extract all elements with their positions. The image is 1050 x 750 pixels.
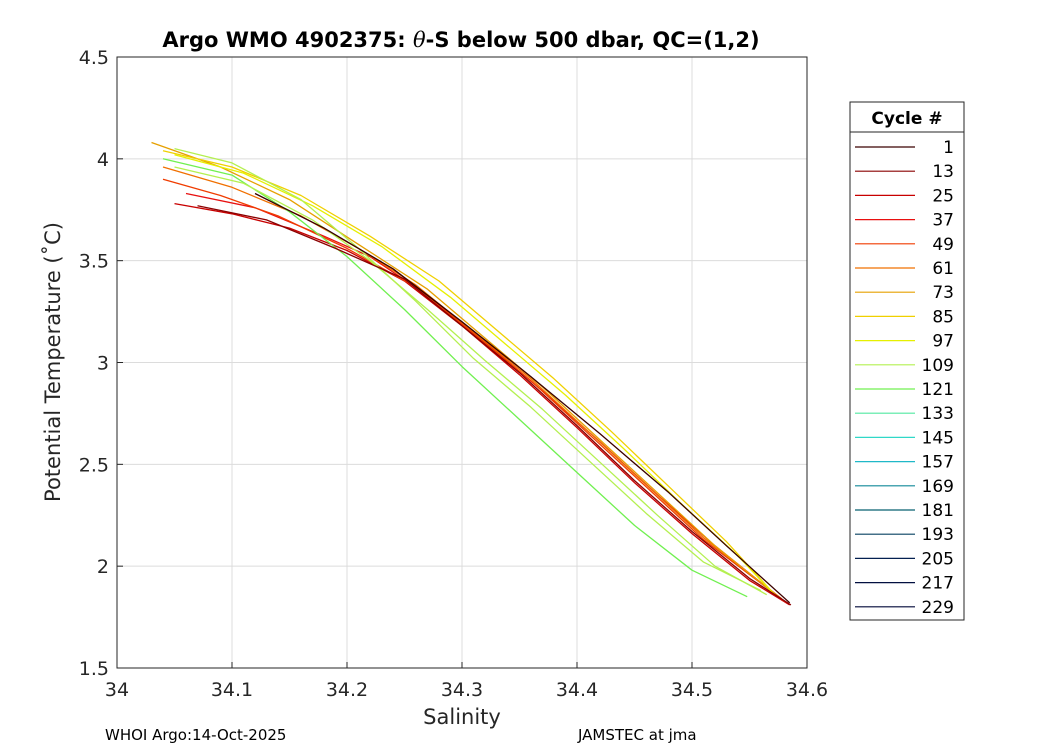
legend-label: 217 — [922, 574, 954, 594]
series-line — [174, 147, 762, 592]
series-line — [197, 205, 792, 606]
data-series-layer — [151, 141, 792, 606]
legend-label: 73 — [932, 283, 954, 303]
y-axis-label: Potential Temperature (˚C) — [41, 222, 65, 502]
y-axis-ticks: 1.5 2 2.5 3 3.5 4 4.5 — [79, 47, 123, 680]
x-axis-label: Salinity — [423, 705, 501, 729]
legend-label: 61 — [932, 259, 954, 279]
legend-label: 1 — [943, 138, 954, 158]
x-tick-label: 34 — [105, 679, 129, 701]
chart-title: Argo WMO 4902375: θ-S below 500 dbar, QC… — [162, 28, 759, 52]
y-tick-label: 2.5 — [79, 454, 109, 476]
legend-label: 13 — [932, 162, 954, 182]
x-tick-label: 34.6 — [786, 679, 828, 701]
legend-label: 169 — [922, 477, 954, 497]
x-axis-ticks: 34 34.1 34.2 34.3 34.4 34.5 34.6 — [105, 662, 828, 701]
series-line — [162, 166, 783, 600]
legend-label: 193 — [922, 525, 954, 545]
legend-label: 85 — [932, 307, 954, 327]
legend-label: 109 — [922, 356, 954, 376]
chart-title-theta: θ — [413, 28, 426, 52]
legend-title: Cycle # — [871, 109, 942, 129]
legend-label: 181 — [922, 501, 954, 521]
legend-label: 121 — [922, 380, 954, 400]
legend-label: 25 — [932, 186, 954, 206]
y-tick-label: 2 — [97, 556, 109, 578]
series-line — [162, 158, 748, 598]
series-line — [162, 150, 776, 596]
x-tick-label: 34.4 — [556, 679, 598, 701]
y-tick-label: 4 — [97, 149, 109, 171]
legend: Cycle # 1 13 25 37 49 61 73 85 97 109 121 133 145 157… — [849, 101, 965, 621]
legend-label: 229 — [922, 598, 954, 618]
series-line — [151, 141, 779, 598]
x-tick-label: 34.2 — [326, 679, 368, 701]
x-tick-label: 34.5 — [671, 679, 713, 701]
legend-label: 205 — [922, 549, 954, 569]
legend-label: 49 — [932, 235, 954, 255]
series-line — [162, 178, 785, 602]
x-tick-label: 34.1 — [211, 679, 253, 701]
y-tick-label: 1.5 — [79, 658, 109, 680]
footer-credit: JAMSTEC at jma — [578, 726, 697, 744]
legend-label: 37 — [932, 211, 954, 231]
x-tick-label: 34.3 — [441, 679, 483, 701]
legend-label: 97 — [932, 332, 954, 352]
legend-label: 133 — [922, 404, 954, 424]
y-tick-label: 4.5 — [79, 47, 109, 69]
chart-title-suffix: -S below 500 dbar, QC=(1,2) — [426, 28, 760, 52]
legend-label: 157 — [922, 453, 954, 473]
legend-label: 145 — [922, 428, 954, 448]
series-line — [174, 166, 768, 596]
y-tick-label: 3 — [97, 353, 109, 375]
footer-source: WHOI Argo:14-Oct-2025 — [105, 726, 287, 744]
y-tick-label: 3.5 — [79, 251, 109, 273]
series-line — [254, 192, 791, 604]
plot-area: 34 34.1 34.2 34.3 34.4 34.5 34.6 1.5 2 2.5 3 3.5 4 4… — [79, 47, 828, 701]
legend-entries: 1 13 25 37 49 61 73 85 97 109 121 133 145 157 169 181 19… — [855, 138, 954, 618]
chart-title-prefix: Argo WMO 4902375: — [162, 28, 413, 52]
